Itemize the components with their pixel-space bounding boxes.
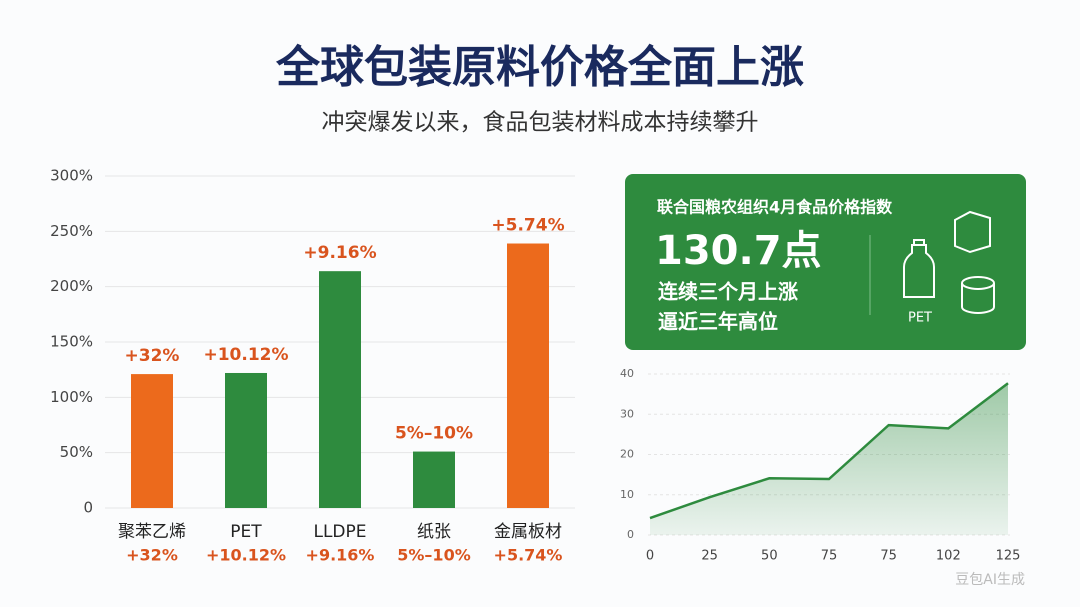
- card-line: 连续三个月上涨: [658, 280, 798, 304]
- x-sublabel: +32%: [126, 546, 178, 565]
- bar-annotation: 5%–10%: [395, 424, 473, 444]
- y-tick-label: 0: [627, 528, 634, 541]
- x-tick-label: 75: [880, 549, 897, 564]
- x-tick-label: 25: [701, 549, 718, 564]
- line: [649, 382, 1009, 520]
- x-tick-label: 125: [996, 549, 1021, 564]
- bar: [413, 451, 455, 508]
- x-tick-label: 75: [821, 549, 838, 564]
- icons: [903, 210, 995, 314]
- x-tick-label: 聚苯乙烯: [118, 522, 186, 542]
- y-tick-label: 200%: [50, 277, 93, 295]
- y-tick-label: 150%: [50, 333, 93, 351]
- bar-annotation: +5.74%: [491, 216, 564, 236]
- x-sublabel: +10.12%: [206, 546, 286, 565]
- x-sublabel: 5%–10%: [397, 546, 470, 565]
- x-tick-label: 金属板材: [494, 522, 562, 542]
- y-tick-label: 50%: [60, 443, 93, 461]
- x-tick-label: PET: [230, 522, 262, 542]
- y-tick-label: 0: [83, 499, 93, 517]
- icon-label: PET: [908, 311, 932, 326]
- bar: [225, 372, 267, 508]
- y-tick-label: 100%: [50, 388, 93, 406]
- bar-annotation: +32%: [125, 346, 180, 366]
- y-tick-label: 40: [620, 367, 634, 380]
- x-sublabel: +5.74%: [494, 546, 563, 565]
- bar: [507, 243, 549, 509]
- card-value: 130.7点: [655, 228, 822, 274]
- y-tick-label: 20: [620, 448, 634, 461]
- watermark: 豆包AI生成: [955, 572, 1025, 588]
- bar-annotation: +10.12%: [203, 345, 288, 365]
- info-card: [625, 174, 1026, 350]
- y-tick-label: 300%: [50, 167, 93, 185]
- title: 全球包装原料价格全面上涨: [275, 42, 804, 93]
- x-tick-label: 0: [646, 549, 654, 564]
- x-tick-label: 50: [761, 549, 778, 564]
- subtitle: 冲突爆发以来，食品包装材料成本持续攀升: [322, 110, 759, 136]
- bar: [131, 374, 173, 508]
- x-tick-label: 102: [936, 549, 961, 564]
- y-tick-label: 30: [620, 407, 634, 420]
- x-tick-label: 纸张: [417, 522, 451, 542]
- y-tick-label: 250%: [50, 222, 93, 240]
- area: [650, 383, 1008, 535]
- card-line: 逼近三年高位: [658, 310, 778, 334]
- card-title: 联合国粮农组织4月食品价格指数: [657, 198, 893, 217]
- y-tick-label: 10: [620, 488, 634, 501]
- bar: [319, 271, 361, 508]
- bar-annotation: +9.16%: [303, 243, 376, 263]
- x-sublabel: +9.16%: [306, 546, 375, 565]
- x-tick-label: LLDPE: [313, 522, 366, 542]
